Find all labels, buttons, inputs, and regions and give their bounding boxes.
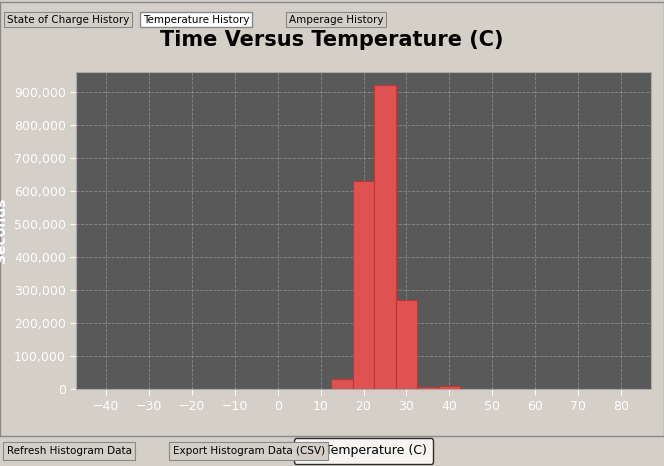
Text: Refresh Histogram Data: Refresh Histogram Data	[7, 446, 131, 456]
Text: Export Histogram Data (CSV): Export Histogram Data (CSV)	[173, 446, 325, 456]
Bar	[374, 85, 396, 389]
Text: Time Versus Temperature (C): Time Versus Temperature (C)	[160, 30, 504, 49]
Text: State of Charge History: State of Charge History	[7, 15, 129, 25]
Bar	[331, 379, 353, 389]
Text: Temperature History: Temperature History	[143, 15, 249, 25]
Bar	[438, 386, 460, 389]
Bar	[353, 181, 374, 389]
Bar	[417, 387, 438, 389]
Text: Amperage History: Amperage History	[289, 15, 383, 25]
Bar	[396, 300, 417, 389]
Legend: Temperature (C): Temperature (C)	[294, 438, 433, 464]
Y-axis label: Seconds: Seconds	[0, 198, 9, 263]
